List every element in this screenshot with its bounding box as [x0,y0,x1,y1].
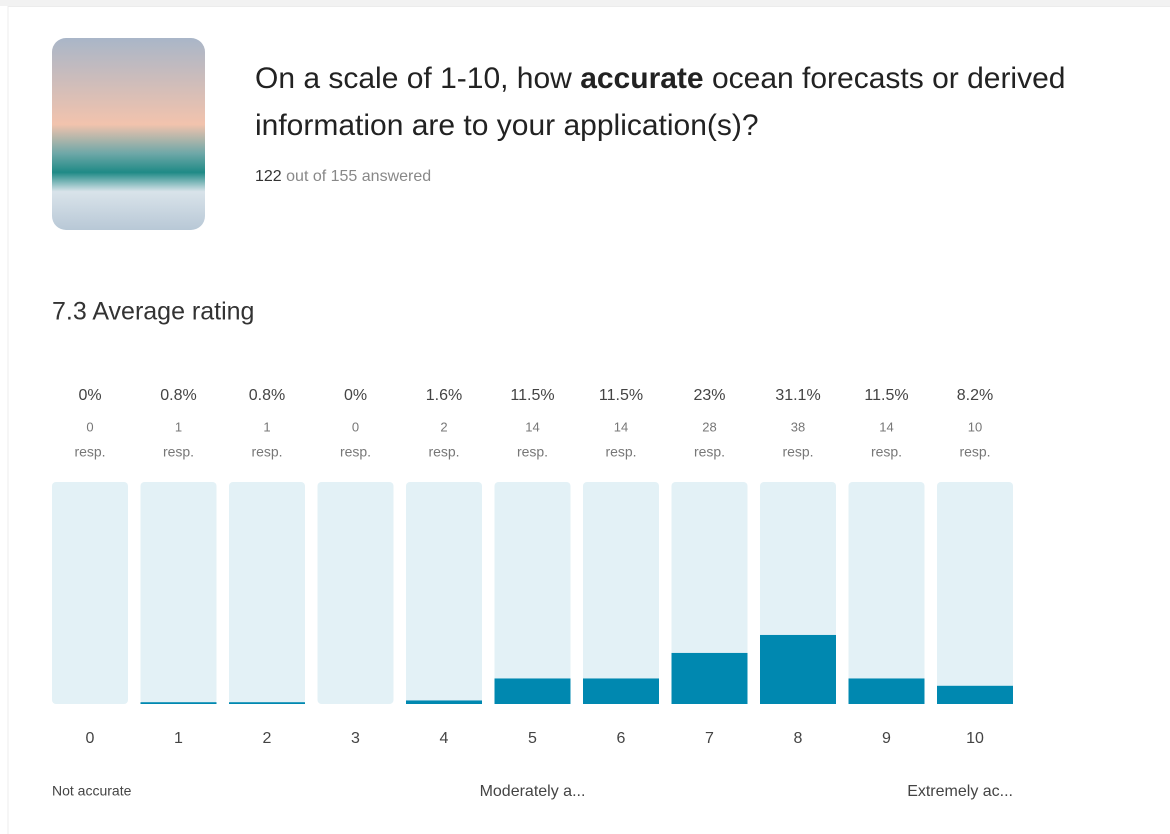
count-label: 14 [525,419,539,434]
question-emphasis: accurate [580,62,703,95]
count-unit: resp. [605,444,636,460]
count-unit: resp. [782,444,813,460]
bar [937,685,1013,704]
bar-track [494,482,571,704]
value-label: 11.5% [599,387,643,404]
count-label: 1 [263,419,270,434]
scale-label: Moderately a... [480,783,586,800]
count-unit: resp. [340,444,371,460]
value-label: 0.8% [249,387,285,404]
count-label: 14 [614,419,628,434]
count-label: 0 [352,419,359,434]
count-label: 38 [791,419,805,434]
count-unit: resp. [163,444,194,460]
x-tick-label: 3 [351,730,360,747]
scale-label: Not accurate [52,783,132,799]
question-line-1: On a scale of 1-10, how accurate ocean f… [255,62,1065,95]
value-label: 23% [693,387,725,404]
value-label: 1.6% [426,387,462,404]
bar [583,678,659,704]
bar-track [229,482,305,704]
count-label: 2 [440,419,447,434]
answered-count: 122 [255,168,282,185]
count-unit: resp. [251,444,282,460]
count-label: 10 [968,419,982,434]
bar [848,678,925,704]
x-tick-label: 7 [705,730,714,747]
question-image [52,38,205,230]
value-label: 0% [344,387,367,404]
count-label: 1 [175,419,182,434]
x-tick-label: 4 [440,730,449,747]
x-tick-label: 8 [794,730,803,747]
bar [140,702,217,704]
scale-label: Extremely ac... [907,783,1013,800]
value-label: 11.5% [510,387,554,404]
x-tick-label: 2 [263,730,272,747]
bar-track [406,482,482,704]
bar [671,652,748,704]
count-label: 28 [702,419,716,434]
count-unit: resp. [517,444,548,460]
bar-track [140,482,217,704]
bar-track [848,482,925,704]
count-unit: resp. [871,444,902,460]
count-unit: resp. [428,444,459,460]
count-unit: resp. [959,444,990,460]
chart-title: 7.3 Average rating [52,298,254,326]
bar [494,678,571,704]
bar-track [671,482,748,704]
bar [406,700,482,704]
value-label: 11.5% [864,387,908,404]
bar [229,702,305,704]
bar [760,634,836,704]
x-tick-label: 10 [966,730,984,747]
count-label: 0 [86,419,93,434]
question-text: ocean forecasts or derived [704,62,1066,95]
answered-text: out of 155 answered [286,168,431,185]
count-unit: resp. [694,444,725,460]
bar-track [317,482,394,704]
value-label: 0% [78,387,101,404]
bar-track [583,482,659,704]
answered: 122 out of 155 answered [255,168,431,185]
bar-track [937,482,1013,704]
question-line-2: information are to your application(s)? [255,109,759,142]
x-tick-label: 1 [174,730,183,747]
value-label: 0.8% [160,387,196,404]
x-tick-label: 6 [617,730,626,747]
x-tick-label: 0 [86,730,95,747]
top-bar [0,0,1170,6]
count-label: 14 [879,419,893,434]
bar-track [52,482,128,704]
value-label: 8.2% [957,387,993,404]
x-tick-label: 9 [882,730,891,747]
question-text: On a scale of 1-10, how [255,62,580,95]
count-unit: resp. [74,444,105,460]
x-tick-label: 5 [528,730,537,747]
value-label: 31.1% [775,387,820,404]
